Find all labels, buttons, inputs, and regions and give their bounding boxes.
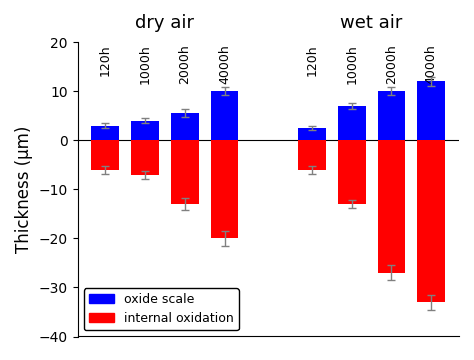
Bar [171,113,199,140]
Bar [377,140,405,273]
Bar [91,126,119,140]
Text: 4000h: 4000h [218,45,231,85]
Bar [338,106,365,140]
Text: 120h: 120h [305,45,319,76]
Bar [131,121,159,140]
Bar [417,81,445,140]
Bar [298,140,326,170]
Text: 120h: 120h [99,45,112,76]
Bar [91,140,119,170]
Text: 2000h: 2000h [385,45,398,85]
Text: 2000h: 2000h [178,45,191,85]
Bar [417,140,445,302]
Text: 1000h: 1000h [138,45,152,85]
Bar [338,140,365,204]
Legend: oxide scale, internal oxidation: oxide scale, internal oxidation [84,288,238,330]
Bar [298,128,326,140]
Bar [377,91,405,140]
Bar [210,140,238,238]
Bar [210,91,238,140]
Bar [171,140,199,204]
Text: 1000h: 1000h [345,45,358,85]
Text: 4000h: 4000h [425,45,438,85]
Bar [131,140,159,175]
Y-axis label: Thickness (μm): Thickness (μm) [15,126,33,253]
Text: wet air: wet air [340,14,403,32]
Text: dry air: dry air [136,14,194,32]
